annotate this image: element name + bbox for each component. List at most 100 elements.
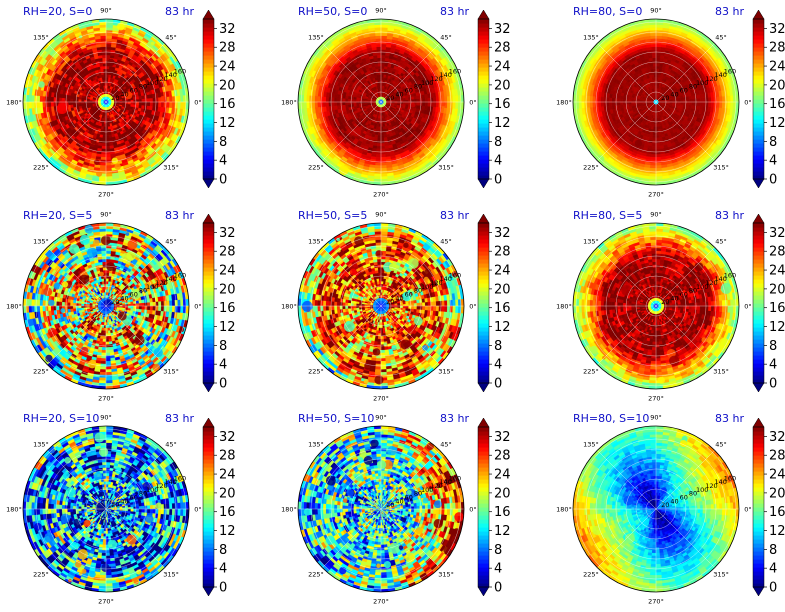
angle-tick-label: 315° [438,368,454,376]
angle-tick-label: 0° [194,303,201,311]
colorbar-tick-label: 12 [494,524,511,539]
polar-frame [297,425,465,593]
angle-tick-label: 90° [375,7,387,15]
radial-tick-label: 120 [155,279,167,287]
radial-tick-label: 80 [689,287,697,295]
radial-tick-label: 20 [111,501,119,509]
angle-tick-label: 225° [33,164,49,172]
angle-tick-label: 45° [165,440,177,448]
angle-tick-label: 0° [469,99,476,107]
panel-time-label: 83 hr [165,5,194,18]
colorbar-extend-max [752,9,765,20]
panel-time-label: 83 hr [440,209,469,222]
colorbar-tick-label: 8 [769,339,777,354]
polar-frame [22,18,190,186]
colorbar-tick-label: 20 [769,282,785,297]
colorbar-tick-label: 16 [769,301,785,316]
radial-tick-label: 140 [714,71,726,79]
radial-tick-label: 80 [689,83,697,91]
colorbar-tick-label: 32 [494,22,511,37]
colorbar-tick-label: 28 [219,245,236,260]
colorbar-tick-label: 16 [219,97,236,112]
angle-tick-label: 315° [163,368,179,376]
colorbar-tick-label: 12 [494,116,511,131]
angle-tick-label: 135° [33,33,49,41]
polar-grid [573,223,739,389]
angle-tick-label: 90° [100,7,112,15]
angle-tick-label: 225° [583,164,599,172]
colorbar-tick-label: 24 [494,264,511,279]
colorbar-tick-label: 28 [494,41,511,56]
colorbar-tick-label: 16 [494,97,511,112]
radial-tick-label: 20 [661,298,669,306]
radial-tick-label: 80 [139,83,147,91]
colorbar-extend-max [202,213,215,224]
colorbar-tick-label: 8 [219,339,227,354]
colorbar-tick-label: 0 [494,173,502,188]
polar-frame [22,222,190,390]
angle-tick-label: 270° [373,598,389,606]
radial-tick-label: 140 [164,478,176,486]
angle-tick-label: 270° [373,395,389,403]
polar-grid [298,223,464,389]
angle-tick-label: 0° [744,99,751,107]
colorbar-tick-label: 32 [219,22,236,37]
panel-time-label: 83 hr [715,412,744,425]
panel-title: RH=50, S=10 [298,412,374,425]
angle-tick-label: 45° [715,237,727,245]
colorbar-tick-label: 16 [219,505,236,520]
radial-tick-label: 80 [139,287,147,295]
radial-tick-label: 140 [164,275,176,283]
colorbar-tick-label: 12 [494,320,511,335]
colorbar-extend-max [477,417,490,428]
colorbar: 0 4 8 12 16 20 24 28 32 [202,9,236,189]
colorbar-tick-label: 24 [494,60,511,75]
colorbar-tick-label: 28 [219,449,236,464]
colorbar-extend-max [477,9,490,20]
angle-tick-label: 135° [308,33,324,41]
radial-tick-label: 60 [405,87,413,95]
panel-title: RH=20, S=0 [23,5,92,18]
colorbar-tick-label: 0 [494,377,502,392]
radial-tick-label: 100 [421,486,433,494]
radial-tick-label: 140 [439,478,451,486]
radial-tick-label: 20 [386,501,394,509]
colorbar-tick-label: 4 [219,562,227,577]
angle-tick-label: 225° [583,571,599,579]
polar-grid [23,426,189,592]
angle-tick-label: 0° [194,506,201,514]
angle-tick-label: 90° [650,7,662,15]
angle-tick-label: 90° [375,414,387,422]
angle-tick-label: 315° [438,164,454,172]
colorbar: 0 4 8 12 16 20 24 28 32 [752,9,785,189]
colorbar-extend-max [202,417,215,428]
radial-tick-label: 80 [414,490,422,498]
colorbar-tick-label: 0 [769,173,777,188]
radial-tick-label: 120 [705,75,717,83]
angle-tick-label: 270° [98,395,114,403]
colorbar-tick-label: 12 [219,524,236,539]
colorbar-tick-label: 8 [219,135,227,150]
angle-tick-label: 315° [163,571,179,579]
polar-frame [22,425,190,593]
radial-tick-label: 20 [661,501,669,509]
colorbar-tick-label: 20 [769,78,785,93]
colorbar-tick-label: 32 [769,430,785,445]
angle-tick-label: 315° [163,164,179,172]
angle-tick-label: 270° [98,598,114,606]
radial-tick-label: 160 [724,67,736,75]
colorbar-tick-label: 32 [219,226,236,241]
colorbar-tick-label: 32 [769,226,785,241]
colorbar-tick-label: 28 [494,245,511,260]
colorbar-tick-label: 16 [494,301,511,316]
polar-grid [298,426,464,592]
radial-tick-label: 160 [724,271,736,279]
radial-tick-label: 100 [696,283,708,291]
angle-tick-label: 270° [648,598,664,606]
panel-time-label: 83 hr [440,412,469,425]
radial-tick-label: 40 [120,294,128,302]
